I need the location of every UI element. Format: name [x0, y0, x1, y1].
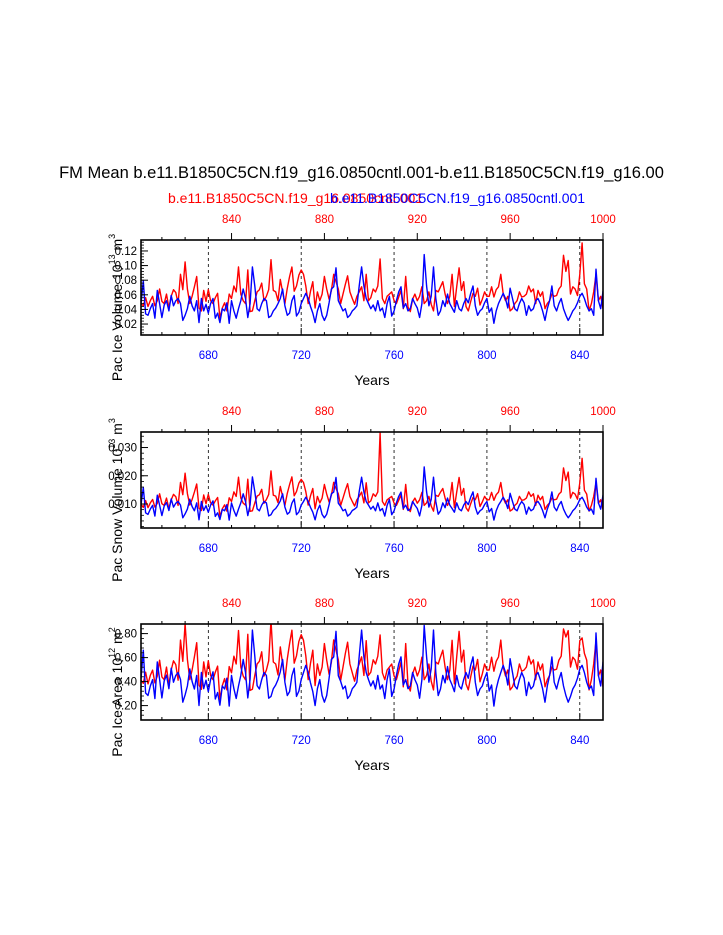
y-axis-title-superscript: 12: [107, 648, 117, 658]
y-axis-title-part: Pac Snow Volume 10: [109, 449, 125, 582]
x-top-tick-label: 920: [408, 214, 427, 226]
y-axis-title-superscript: 13: [107, 254, 117, 264]
y-tick-label: 0.40: [115, 677, 137, 689]
x-bottom-tick-label: 680: [199, 350, 218, 362]
x-top-tick-label: 1000: [590, 598, 616, 610]
series-line-blue: [141, 466, 603, 521]
y-axis-title-superscript: 3: [107, 418, 117, 423]
y-tick-label: 0.06: [115, 290, 137, 302]
legend-red-label: b.e11.B1850C5CN.f19_g16.0850cntl.001: [168, 190, 424, 206]
x-bottom-tick-label: 720: [292, 543, 311, 555]
y-axis-title-part: m: [109, 239, 125, 255]
x-bottom-tick-label: 720: [292, 350, 311, 362]
y-axis-title-superscript: 2: [107, 627, 117, 632]
x-axis-title: Years: [354, 565, 389, 581]
x-bottom-tick-label: 680: [199, 735, 218, 747]
x-top-tick-label: 840: [222, 406, 241, 418]
x-top-tick-label: 1000: [590, 406, 616, 418]
x-axis-title: Years: [354, 757, 389, 773]
x-top-tick-label: 880: [315, 214, 334, 226]
series-line-blue: [141, 253, 603, 324]
x-bottom-tick-label: 840: [570, 735, 589, 747]
y-tick-label: 0.80: [115, 629, 137, 641]
y-tick-label: 0.020: [108, 471, 137, 483]
x-top-tick-label: 960: [501, 214, 520, 226]
x-bottom-tick-label: 760: [384, 350, 403, 362]
x-top-tick-label: 920: [408, 406, 427, 418]
y-axis-title: Pac Ice Volume 1013 m3: [107, 234, 125, 381]
y-tick-label: 0.030: [108, 443, 137, 455]
series-line-red: [141, 624, 603, 701]
y-axis-title-part: m: [109, 632, 125, 648]
x-bottom-tick-label: 800: [477, 735, 496, 747]
x-top-tick-label: 920: [408, 598, 427, 610]
y-axis-title-part: Pac Ice Volume 10: [109, 264, 125, 381]
x-top-tick-label: 840: [222, 214, 241, 226]
x-bottom-tick-label: 760: [384, 543, 403, 555]
y-tick-label: 0.04: [115, 304, 138, 316]
series-line-blue: [141, 624, 603, 707]
plot-frame: [140, 239, 604, 336]
y-axis-title: Pac Ice Area 1012 m2: [107, 627, 125, 756]
x-bottom-tick-label: 760: [384, 735, 403, 747]
y-tick-label: 0.010: [108, 499, 137, 511]
y-axis-title-superscript: 13: [107, 439, 117, 449]
x-bottom-tick-label: 720: [292, 735, 311, 747]
legend-blue-label: b.e11.B1850C5CN.f19_g16.0850cntl.001: [330, 190, 586, 206]
x-top-tick-label: 960: [501, 598, 520, 610]
x-bottom-tick-label: 840: [570, 543, 589, 555]
page-title: FM Mean b.e11.B1850C5CN.f19_g16.0850cntl…: [59, 164, 664, 182]
series-line-red: [141, 432, 603, 518]
y-tick-label: 0.60: [115, 653, 137, 665]
y-tick-label: 0.20: [115, 701, 137, 713]
x-top-tick-label: 880: [315, 406, 334, 418]
x-axis-title: Years: [354, 372, 389, 388]
x-bottom-tick-label: 800: [477, 543, 496, 555]
y-axis-title-part: Pac Ice Area 10: [109, 658, 125, 757]
y-tick-label: 0.08: [115, 275, 137, 287]
series-line-red: [141, 242, 603, 319]
y-tick-label: 0.10: [115, 261, 137, 273]
x-top-tick-label: 960: [501, 406, 520, 418]
x-top-tick-label: 1000: [590, 214, 616, 226]
x-bottom-tick-label: 840: [570, 350, 589, 362]
y-axis-title-superscript: 3: [107, 234, 117, 239]
legend-row: b.e11.B1850C5CN.f19_g16.0850cntl.001 b.e…: [0, 190, 723, 210]
x-bottom-tick-label: 680: [199, 543, 218, 555]
y-tick-label: 0.12: [115, 246, 137, 258]
y-tick-label: 0.02: [115, 319, 137, 331]
plot-frame: [140, 431, 604, 529]
x-top-tick-label: 840: [222, 598, 241, 610]
x-top-tick-label: 880: [315, 598, 334, 610]
y-axis-title-part: m: [109, 423, 125, 439]
x-bottom-tick-label: 800: [477, 350, 496, 362]
y-axis-title: Pac Snow Volume 1013 m3: [107, 418, 125, 582]
